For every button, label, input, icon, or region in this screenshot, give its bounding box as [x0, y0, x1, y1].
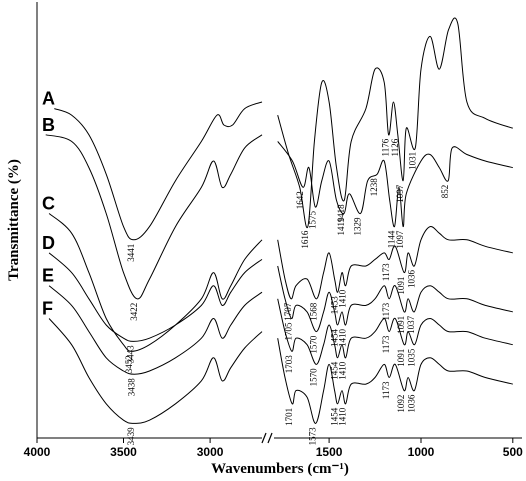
peak-label-d-1173: 1173 — [381, 302, 391, 320]
peak-label-e-1173: 1173 — [381, 335, 391, 353]
series-label-e: E — [42, 266, 54, 286]
peak-labels: 3441 1616 1418 1176 1126 1097 1031 3422 16421575… — [124, 138, 450, 445]
spectrum-a-right — [277, 17, 513, 229]
peak-label-a-1097: 1097 — [395, 184, 405, 203]
peak-label-d-1570: 1570 — [308, 335, 318, 354]
x-ticks: 4000 3500 3000 1500 1000 500 — [24, 438, 523, 459]
series-label-f: F — [42, 299, 53, 319]
spectrum-e-left — [48, 285, 263, 375]
peak-label-c-1568: 1568 — [309, 302, 319, 321]
peak-label-e-1703: 1703 — [284, 355, 294, 374]
spectrum-a-left — [54, 101, 263, 241]
spectrum-b-right — [277, 141, 513, 228]
peak-label-d-1410: 1410 — [338, 329, 348, 348]
peak-label-f-1454: 1454 — [330, 407, 340, 426]
spectrum-b-left — [45, 134, 263, 300]
peak-label-e-1091: 1091 — [396, 349, 406, 367]
peak-label-e-1454: 1454 — [330, 361, 340, 380]
spectrum-c-right — [277, 225, 513, 300]
peak-label-c-3452: 3452 — [124, 355, 134, 373]
peak-label-b-1097: 1097 — [395, 230, 405, 249]
peak-label-f-3439: 3439 — [126, 427, 136, 446]
peak-label-d-3443: 3443 — [125, 345, 135, 364]
peak-label-a-1418: 1418 — [336, 204, 346, 223]
x-tick-label-3000: 3000 — [197, 445, 224, 459]
peak-label-b-1238: 1238 — [369, 178, 379, 197]
peak-label-c-1036: 1036 — [406, 270, 416, 289]
peak-label-f-1036: 1036 — [406, 394, 416, 413]
peak-label-b-852: 852 — [440, 185, 450, 199]
spectra-group — [45, 17, 513, 424]
series-label-a: A — [42, 89, 55, 109]
peak-label-c-1410: 1410 — [338, 289, 348, 308]
peak-label-b-3422: 3422 — [129, 303, 139, 321]
x-axis-title: Wavenumbers (cm⁻¹) — [211, 461, 349, 477]
peak-label-f-1173: 1173 — [381, 381, 391, 399]
peak-label-f-1573: 1573 — [308, 427, 318, 446]
y-axis-title: Transmittance (%) — [6, 159, 22, 281]
peak-label-a-3441: 3441 — [126, 244, 136, 262]
peak-label-b-1575: 1575 — [307, 211, 317, 230]
series-label-b: B — [42, 115, 55, 135]
peak-label-c-1091: 1091 — [396, 277, 406, 295]
peak-label-a-1176: 1176 — [381, 138, 391, 156]
peak-label-a-1031: 1031 — [407, 152, 417, 170]
x-tick-label-1500: 1500 — [316, 445, 343, 459]
peak-label-b-1144: 1144 — [387, 230, 397, 248]
peak-label-c-1173: 1173 — [381, 263, 391, 281]
spectrum-f-left — [48, 318, 263, 424]
plot-frame — [36, 2, 522, 444]
x-tick-label-500: 500 — [503, 445, 523, 459]
peak-label-e-3438: 3438 — [126, 378, 136, 397]
peak-label-b-1642: 1642 — [295, 191, 305, 209]
axis-break-marker — [261, 432, 273, 444]
peak-label-f-1701: 1701 — [284, 408, 294, 426]
spectrum-d-left — [48, 252, 263, 342]
peak-label-e-1035: 1035 — [407, 348, 417, 367]
peak-label-e-1570: 1570 — [308, 368, 318, 387]
peak-label-d-1091: 1091 — [396, 316, 406, 334]
spectrum-c-left — [48, 213, 263, 352]
peak-label-c-1707: 1707 — [283, 302, 293, 321]
spectrum-d-right — [277, 265, 513, 333]
peak-label-d-1037: 1037 — [406, 315, 416, 334]
x-tick-label-4000: 4000 — [24, 445, 51, 459]
series-label-c: C — [42, 194, 55, 214]
peak-label-d-1705: 1705 — [284, 322, 294, 341]
peak-label-f-1410: 1410 — [338, 407, 348, 426]
peak-label-a-1616: 1616 — [300, 230, 310, 249]
peak-label-b-1329: 1329 — [353, 217, 363, 236]
peak-label-f-1092: 1092 — [396, 395, 406, 413]
spectrum-f-right — [277, 338, 513, 424]
series-label-d: D — [42, 233, 55, 253]
peak-label-c-1453: 1453 — [330, 296, 340, 315]
peak-label-b-1419: 1419 — [336, 217, 346, 236]
x-tick-label-1000: 1000 — [408, 445, 435, 459]
spectrum-e-right — [277, 298, 513, 365]
x-tick-label-3500: 3500 — [110, 445, 137, 459]
peak-label-d-1454: 1454 — [330, 329, 340, 348]
peak-label-e-1410: 1410 — [338, 361, 348, 380]
peak-label-a-1126: 1126 — [390, 138, 400, 156]
